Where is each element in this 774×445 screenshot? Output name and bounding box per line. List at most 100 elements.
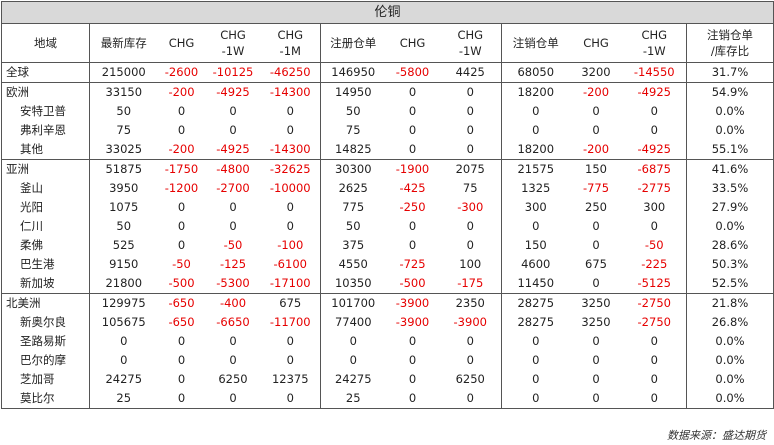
table-cell: 25 bbox=[320, 389, 386, 409]
table-cell: 30300 bbox=[320, 159, 386, 179]
column-header: CHG bbox=[157, 23, 206, 63]
table-cell: -1900 bbox=[385, 159, 440, 179]
table-cell: 21575 bbox=[501, 159, 570, 179]
table-cell: -500 bbox=[399, 276, 426, 290]
table-cell: 0 bbox=[650, 219, 658, 233]
data-source-note: 数据来源：盛达期货 bbox=[667, 429, 766, 442]
table-cell: 18200 bbox=[501, 82, 570, 102]
row-label: 仁川 bbox=[1, 217, 90, 236]
table-cell: 21.8% bbox=[685, 293, 774, 313]
location-row: 仁川 50 0 0 0 50 0 0 0 0 0 0.0% bbox=[1, 217, 774, 236]
location-row: 圣路易斯 0 0 0 0 0 0 0 0 0 0 0.0% bbox=[1, 332, 774, 351]
row-label: 巴生港 bbox=[1, 255, 90, 274]
table-cell: 0 bbox=[408, 104, 417, 118]
table-cell: 100 bbox=[459, 257, 482, 271]
table-cell: 0 bbox=[501, 217, 570, 236]
table-cell: -14300 bbox=[269, 142, 311, 156]
table-cell: -5300 bbox=[216, 276, 250, 290]
location-row: 巴尔的摩 0 0 0 0 0 0 0 0 0 0 0.0% bbox=[1, 351, 774, 370]
location-row: 莫比尔 25 0 0 0 25 0 0 0 0 0 0.0% bbox=[1, 389, 774, 409]
region-row: 欧洲 33150 -200 -4925 -14300 14950 0 0 18200 -200 -4… bbox=[1, 82, 774, 102]
table-cell: 0 bbox=[592, 123, 600, 137]
table-cell: 0 bbox=[229, 200, 237, 214]
table-cell: -3900 bbox=[453, 315, 487, 329]
table-cell: 75 bbox=[89, 121, 158, 140]
table-cell: 775 bbox=[320, 198, 386, 217]
location-row: 其他 33025 -200 -4925 -14300 14825 0 0 18200 -200 -4… bbox=[1, 140, 774, 160]
table-cell: -50 bbox=[172, 257, 191, 271]
row-label: 北美洲 bbox=[1, 293, 90, 313]
table-cell: -650 bbox=[157, 293, 206, 313]
table-cell: 0 bbox=[286, 353, 294, 367]
table-cell: 0 bbox=[408, 353, 417, 367]
table-cell: 75 bbox=[462, 181, 478, 195]
table-cell: -2750 bbox=[622, 293, 687, 313]
table-cell: 3950 bbox=[89, 179, 158, 198]
table-cell: -775 bbox=[582, 181, 610, 195]
table-cell: 26.8% bbox=[685, 313, 774, 332]
table-cell: -4925 bbox=[216, 142, 250, 156]
row-label: 柔佛 bbox=[1, 236, 90, 255]
table-cell: 2075 bbox=[439, 159, 502, 179]
table-cell: 0 bbox=[650, 104, 658, 118]
table-cell: 0 bbox=[89, 351, 158, 370]
table-cell: 0 bbox=[408, 372, 417, 386]
row-label: 其他 bbox=[1, 140, 90, 160]
table-cell: 50.3% bbox=[685, 255, 774, 274]
table-cell: 0 bbox=[650, 123, 658, 137]
table-cell: 0 bbox=[501, 102, 570, 121]
table-title: 伦铜 bbox=[0, 1, 774, 24]
table-cell: 75 bbox=[320, 121, 386, 140]
table-cell: -4925 bbox=[622, 82, 687, 102]
region-row: 全球 215000 -2600 -10125 -46250 146950 -5800 4425… bbox=[1, 62, 774, 83]
table-cell: 0 bbox=[177, 353, 186, 367]
table-cell: 3200 bbox=[569, 62, 623, 83]
table-cell: 0 bbox=[592, 104, 600, 118]
table-cell: 0 bbox=[501, 351, 570, 370]
table-cell: 0 bbox=[592, 276, 600, 290]
location-row: 新加坡 21800 -500 -5300 -17100 10350 -500 -175 1145… bbox=[1, 274, 774, 294]
column-header: CHG -1W bbox=[439, 23, 502, 63]
table-cell: 0.0% bbox=[685, 217, 774, 236]
table-cell: 300 bbox=[643, 200, 666, 214]
table-cell: -10125 bbox=[205, 62, 261, 83]
table-cell: 0 bbox=[592, 219, 600, 233]
table-cell: -500 bbox=[168, 276, 195, 290]
table-cell: -5125 bbox=[637, 276, 671, 290]
table-cell: 146950 bbox=[320, 62, 386, 83]
row-label: 圣路易斯 bbox=[1, 332, 90, 351]
table-cell: -650 bbox=[168, 315, 195, 329]
table-cell: 0 bbox=[408, 219, 417, 233]
row-label: 亚洲 bbox=[1, 159, 90, 179]
table-cell: 525 bbox=[89, 236, 158, 255]
table-cell: 0 bbox=[260, 389, 321, 409]
header-row: 地域 最新库存 CHG CHG -1W CHG -1M 注册仓单 CHG CHG -1W 注销仓单 CH… bbox=[1, 23, 774, 63]
table-cell: 50 bbox=[320, 217, 386, 236]
table-cell: 0 bbox=[177, 104, 186, 118]
table-cell: -3900 bbox=[385, 293, 440, 313]
region-row: 亚洲 51875 -1750 -4800 -32625 30300 -1900 2075 215… bbox=[1, 159, 774, 179]
table-cell: -3900 bbox=[395, 315, 430, 329]
table-cell: 0 bbox=[177, 123, 186, 137]
column-header: CHG bbox=[385, 23, 440, 63]
table-cell: -200 bbox=[168, 142, 195, 156]
table-cell: -425 bbox=[399, 181, 426, 195]
table-cell: 2350 bbox=[439, 293, 502, 313]
table-cell: 0 bbox=[205, 389, 261, 409]
table-cell: 0 bbox=[229, 219, 237, 233]
table-cell: 33.5% bbox=[685, 179, 774, 198]
column-header: CHG -1W bbox=[205, 23, 261, 63]
table-cell: -32625 bbox=[260, 159, 321, 179]
row-label: 新奥尔良 bbox=[1, 313, 90, 332]
table-cell: 0 bbox=[408, 123, 417, 137]
table-cell: 24275 bbox=[89, 370, 158, 389]
table-cell: -250 bbox=[399, 200, 426, 214]
row-label: 釜山 bbox=[1, 179, 90, 198]
table-cell: 18200 bbox=[501, 140, 570, 160]
table-cell: 52.5% bbox=[685, 274, 774, 294]
table-cell: 0 bbox=[408, 142, 417, 156]
table-cell: 0 bbox=[622, 389, 687, 409]
column-header: CHG bbox=[569, 23, 623, 63]
column-header: 注销仓单 bbox=[501, 23, 570, 63]
table-cell: 0 bbox=[592, 238, 600, 252]
